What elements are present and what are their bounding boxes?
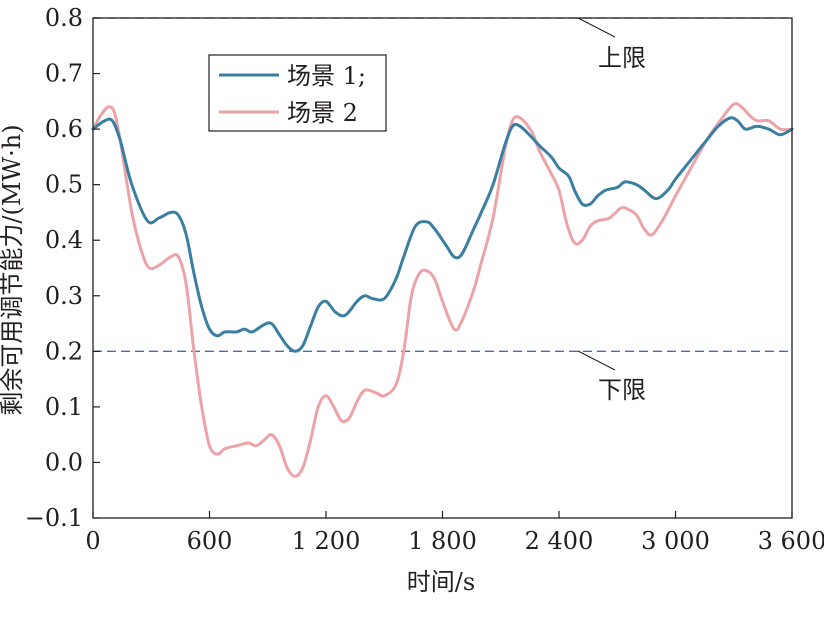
x-tick-label: 600	[187, 527, 233, 555]
y-tick-label: 0.0	[45, 448, 83, 476]
y-axis: −0.1 0.0 0.1 0.2 0.3 0.4 0.5 0.6 0.7 0.8	[25, 4, 100, 532]
lower-limit-leader	[577, 350, 616, 371]
limit-annotations: 上限 下限	[577, 17, 646, 404]
y-tick-label: 0.3	[45, 282, 83, 310]
legend-label-scenario-2: 场景 2	[287, 99, 358, 127]
upper-limit-leader	[577, 17, 616, 38]
x-tick-label: 1 200	[292, 527, 361, 555]
x-tick-label: 3 600	[758, 527, 824, 555]
y-tick-label: 0.5	[45, 171, 83, 199]
series-line-scenario-1	[91, 116, 794, 353]
y-tick-label: 0.1	[45, 393, 83, 421]
upper-limit-label: 上限	[598, 44, 646, 72]
y-axis-label: 剩余可用调节能力/(MW·h)	[0, 124, 26, 415]
x-tick-label: 2 400	[525, 527, 594, 555]
x-tick-label: 3 000	[641, 527, 710, 555]
y-tick-label: 0.2	[45, 337, 83, 365]
y-tick-label: 0.8	[45, 4, 83, 32]
legend-label-scenario-1: 场景 1;	[287, 62, 366, 90]
x-tick-label: 1 800	[408, 527, 477, 555]
y-tick-label: 0.7	[45, 60, 83, 88]
series-line-scenario-2	[91, 102, 794, 478]
lower-limit-label: 下限	[598, 376, 646, 404]
legend: 场景 1; 场景 2	[208, 54, 387, 132]
series-lines	[91, 102, 794, 478]
plot-frame	[92, 17, 793, 519]
y-tick-label: 0.6	[45, 115, 83, 143]
x-axis-label: 时间/s	[407, 568, 475, 596]
x-tick-label: 0	[85, 527, 100, 555]
y-tick-label: 0.4	[45, 226, 83, 254]
y-tick-label: −0.1	[25, 504, 83, 532]
x-axis: 0 600 1 200 1 800 2 400 3 000 3 600	[85, 511, 824, 555]
legend-box	[208, 54, 387, 132]
